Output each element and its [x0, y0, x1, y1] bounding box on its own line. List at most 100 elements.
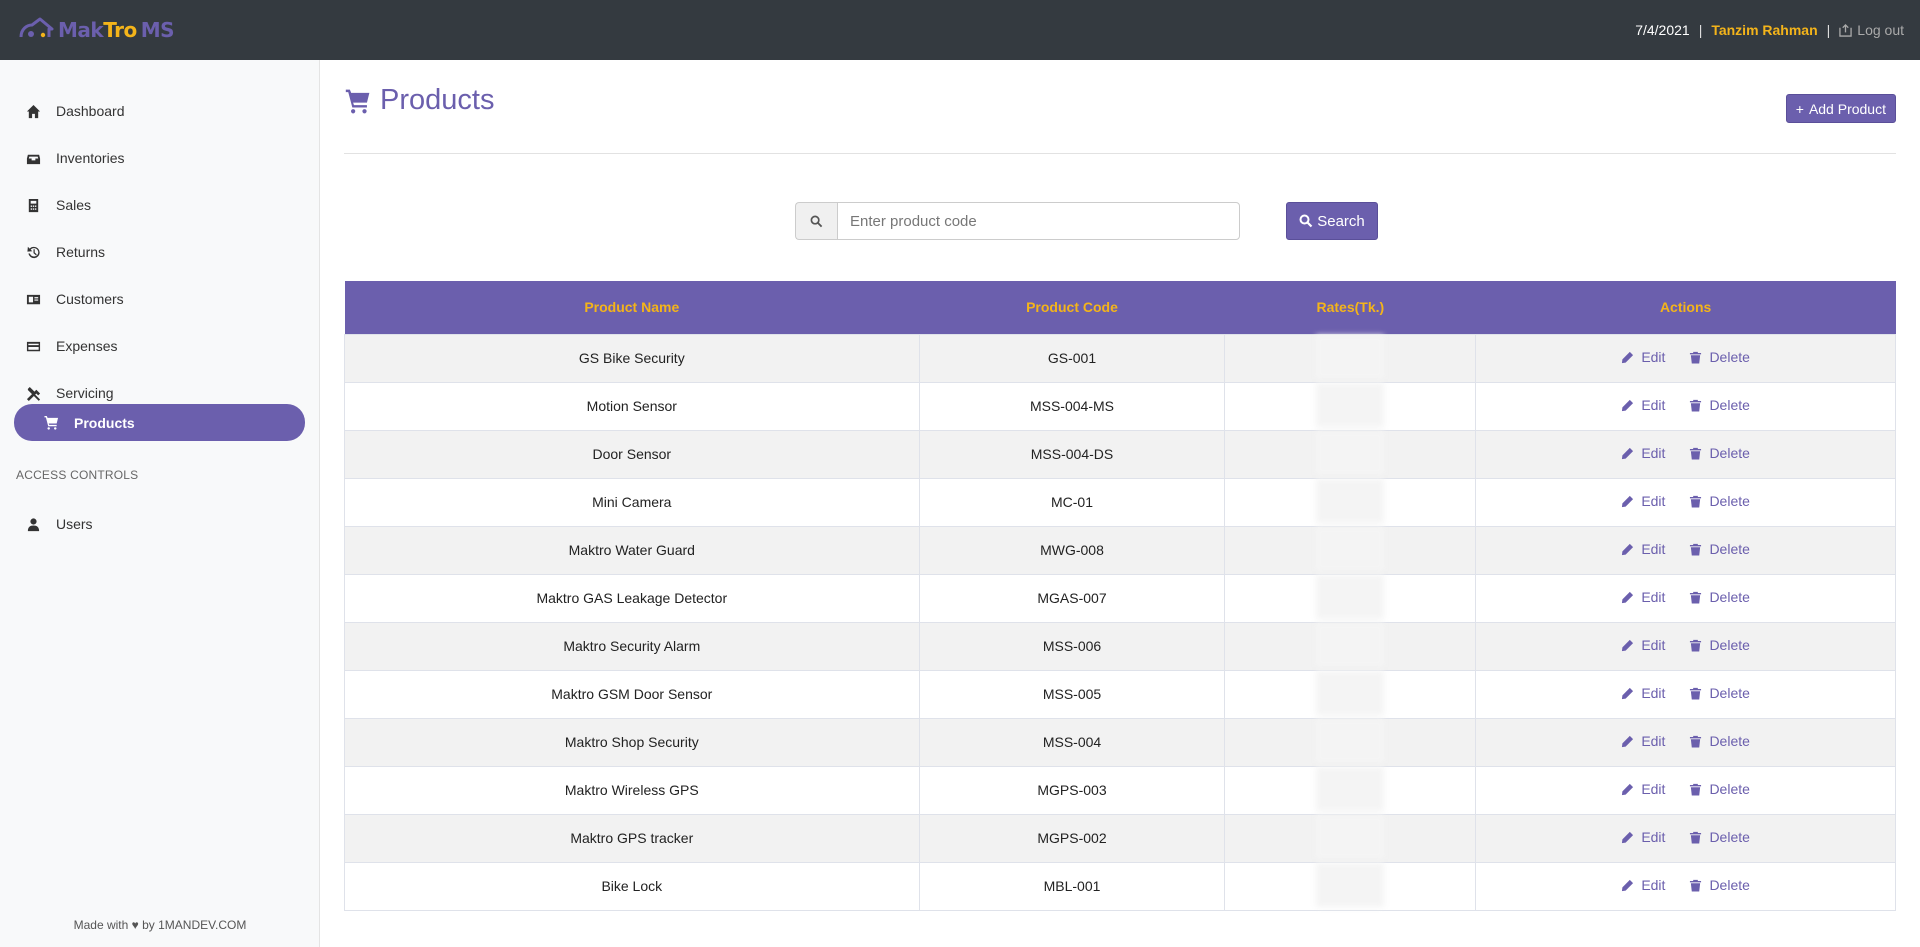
table-row: Mini Camera MC-01 Edit Delete [344, 477, 1896, 527]
edit-button[interactable]: Edit [1621, 781, 1665, 797]
product-name-cell: Motion Sensor [344, 381, 920, 431]
product-code-cell: MWG-008 [918, 525, 1226, 575]
search-group [795, 202, 1240, 240]
calculator-icon [24, 196, 42, 214]
trash-icon [1689, 351, 1709, 364]
edit-button[interactable]: Edit [1621, 541, 1665, 557]
product-name-cell: Maktro GSM Door Sensor [344, 669, 920, 719]
sidebar-item-expenses[interactable]: Expenses [14, 328, 305, 364]
separator: | [1826, 22, 1831, 38]
tools-icon [24, 384, 42, 402]
sidebar-item-label: Servicing [56, 385, 114, 401]
delete-button[interactable]: Delete [1689, 349, 1750, 365]
product-code-input[interactable] [837, 202, 1240, 240]
plus-icon: + [1795, 100, 1804, 117]
sidebar-item-label: Sales [56, 197, 92, 213]
edit-button[interactable]: Edit [1621, 877, 1665, 893]
page-header: Products [344, 84, 494, 117]
product-name-cell: Mini Camera [344, 477, 920, 527]
edit-button[interactable]: Edit [1621, 733, 1665, 749]
trash-icon [1689, 591, 1709, 604]
add-product-button[interactable]: + Add Product [1785, 94, 1896, 123]
sidebar-item-products[interactable]: Products [14, 404, 305, 441]
rate-cell-redacted [1224, 333, 1477, 383]
delete-button[interactable]: Delete [1689, 733, 1750, 749]
trash-icon [1689, 447, 1709, 460]
actions-cell: Edit Delete [1475, 861, 1896, 911]
sidebar-item-returns[interactable]: Returns [14, 234, 305, 270]
delete-label: Delete [1709, 685, 1750, 702]
delete-button[interactable]: Delete [1689, 397, 1750, 413]
trash-icon [1689, 831, 1709, 844]
search-button[interactable]: Search [1286, 202, 1378, 240]
sidebar-item-customers[interactable]: Customers [14, 281, 305, 317]
current-user[interactable]: Tanzim Rahman [1711, 22, 1818, 38]
table-header-row: Product Name Product Code Rates(Tk.) Act… [344, 281, 1896, 334]
edit-button[interactable]: Edit [1621, 349, 1665, 365]
redacted-rate [1316, 478, 1385, 523]
delete-button[interactable]: Delete [1689, 541, 1750, 557]
redacted-rate [1316, 382, 1385, 427]
redacted-rate [1316, 622, 1385, 667]
sidebar-item-label: Inventories [56, 150, 125, 166]
sidebar-item-label: Dashboard [56, 103, 125, 119]
logout-link[interactable]: Log out [1839, 22, 1904, 38]
sidebar-item-users[interactable]: Users [14, 506, 305, 542]
delete-button[interactable]: Delete [1689, 829, 1750, 845]
edit-button[interactable]: Edit [1621, 445, 1665, 461]
credit-card-icon [24, 337, 42, 355]
edit-label: Edit [1641, 589, 1666, 606]
edit-icon [1621, 735, 1641, 748]
edit-button[interactable]: Edit [1621, 589, 1665, 605]
delete-button[interactable]: Delete [1689, 637, 1750, 653]
trash-icon [1689, 495, 1709, 508]
table-row: Maktro GAS Leakage Detector MGAS-007 Edit D… [344, 573, 1896, 623]
actions-cell: Edit Delete [1475, 765, 1896, 815]
sidebar-item-sales[interactable]: Sales [14, 187, 305, 223]
edit-label: Edit [1641, 493, 1666, 510]
delete-button[interactable]: Delete [1689, 445, 1750, 461]
topbar-right: 7/4/2021 | Tanzim Rahman | Log out [1635, 0, 1904, 60]
product-name-cell: Maktro Wireless GPS [344, 765, 920, 815]
delete-button[interactable]: Delete [1689, 877, 1750, 893]
brand-logo[interactable]: MakTro MS [18, 16, 175, 44]
table-row: Maktro GSM Door Sensor MSS-005 Edit Delete [344, 669, 1896, 719]
product-name-cell: GS Bike Security [344, 333, 920, 383]
edit-button[interactable]: Edit [1621, 637, 1665, 653]
rate-cell-redacted [1224, 621, 1477, 671]
product-code-cell: MSS-006 [918, 621, 1226, 671]
column-header[interactable]: Product Name [584, 299, 680, 316]
delete-label: Delete [1709, 493, 1750, 510]
table-row: Door Sensor MSS-004-DS Edit Delete [344, 429, 1896, 479]
edit-label: Edit [1641, 349, 1666, 366]
delete-button[interactable]: Delete [1689, 589, 1750, 605]
product-name-cell: Door Sensor [344, 429, 920, 479]
product-name-cell: Maktro GAS Leakage Detector [344, 573, 920, 623]
delete-button[interactable]: Delete [1689, 493, 1750, 510]
column-header[interactable]: Product Code [1026, 299, 1118, 316]
sidebar-item-servicing[interactable]: Servicing [14, 375, 305, 411]
edit-label: Edit [1641, 877, 1666, 894]
edit-button[interactable]: Edit [1621, 397, 1665, 413]
product-code-cell: MSS-005 [918, 669, 1226, 719]
column-header: Actions [1659, 299, 1712, 316]
sidebar-item-dashboard[interactable]: Dashboard [14, 93, 305, 129]
current-date: 7/4/2021 [1635, 22, 1690, 38]
edit-label: Edit [1641, 637, 1666, 654]
delete-button[interactable]: Delete [1689, 781, 1750, 797]
edit-button[interactable]: Edit [1621, 493, 1665, 509]
edit-icon [1621, 351, 1641, 364]
rate-cell-redacted [1224, 573, 1477, 623]
table-row: Maktro Wireless GPS MGPS-003 Edit Delete [344, 765, 1896, 815]
product-code-cell: MGPS-002 [918, 813, 1226, 863]
column-header[interactable]: Rates(Tk.) [1316, 299, 1385, 316]
edit-label: Edit [1641, 445, 1666, 462]
edit-button[interactable]: Edit [1621, 685, 1665, 701]
edit-button[interactable]: Edit [1621, 829, 1665, 845]
delete-button[interactable]: Delete [1689, 685, 1750, 702]
id-card-icon [24, 290, 42, 308]
top-navbar: MakTro MS 7/4/2021 | Tanzim Rahman | Log … [0, 0, 1920, 60]
edit-icon [1621, 447, 1641, 460]
sidebar-item-inventories[interactable]: Inventories [14, 140, 305, 176]
trash-icon [1689, 639, 1709, 652]
